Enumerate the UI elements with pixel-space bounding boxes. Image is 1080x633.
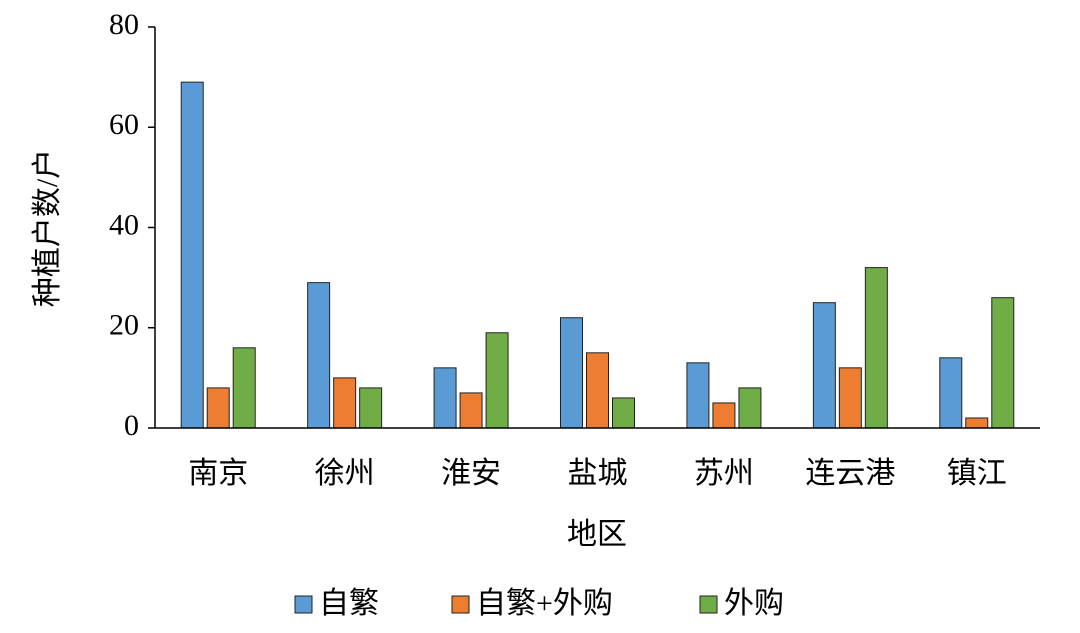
bar — [812, 302, 836, 429]
bar — [738, 387, 762, 429]
legend-label: 外购 — [724, 587, 784, 620]
bar — [991, 297, 1015, 429]
x-tick-label: 盐城 — [568, 457, 628, 490]
bar — [712, 402, 736, 429]
bar — [206, 387, 230, 429]
bar — [838, 367, 862, 429]
legend-label: 自繁+外购 — [476, 587, 613, 620]
y-tick-label: 40 — [109, 208, 139, 241]
bar — [180, 81, 204, 429]
y-tick-label: 60 — [109, 108, 139, 141]
x-tick-label: 苏州 — [694, 457, 754, 490]
bar — [359, 387, 383, 429]
bar — [433, 367, 457, 429]
bar — [864, 267, 888, 429]
bar — [939, 357, 963, 429]
legend-swatch — [294, 595, 313, 614]
bar — [459, 392, 483, 429]
x-tick-label: 徐州 — [315, 457, 375, 490]
bar — [307, 282, 331, 429]
bar — [612, 397, 635, 429]
y-tick-label: 20 — [109, 309, 139, 342]
legend-swatch — [451, 595, 470, 614]
y-tick-label: 0 — [124, 409, 139, 442]
bar — [965, 417, 989, 429]
bar — [560, 317, 583, 429]
legend-label: 自繁 — [319, 587, 379, 620]
x-tick-label: 镇江 — [947, 457, 1007, 490]
x-axis-label: 地区 — [567, 518, 627, 551]
bar — [485, 332, 509, 429]
y-tick-label: 80 — [109, 8, 139, 41]
x-tick-label: 淮安 — [441, 457, 501, 490]
legend-swatch — [699, 595, 718, 614]
y-axis-label: 种植户数/户 — [31, 149, 64, 307]
bar — [586, 352, 609, 429]
bar — [232, 347, 256, 429]
x-tick-label: 南京 — [188, 457, 248, 490]
x-tick-label: 连云港 — [805, 457, 895, 490]
bar — [686, 362, 710, 429]
bar — [333, 377, 357, 429]
